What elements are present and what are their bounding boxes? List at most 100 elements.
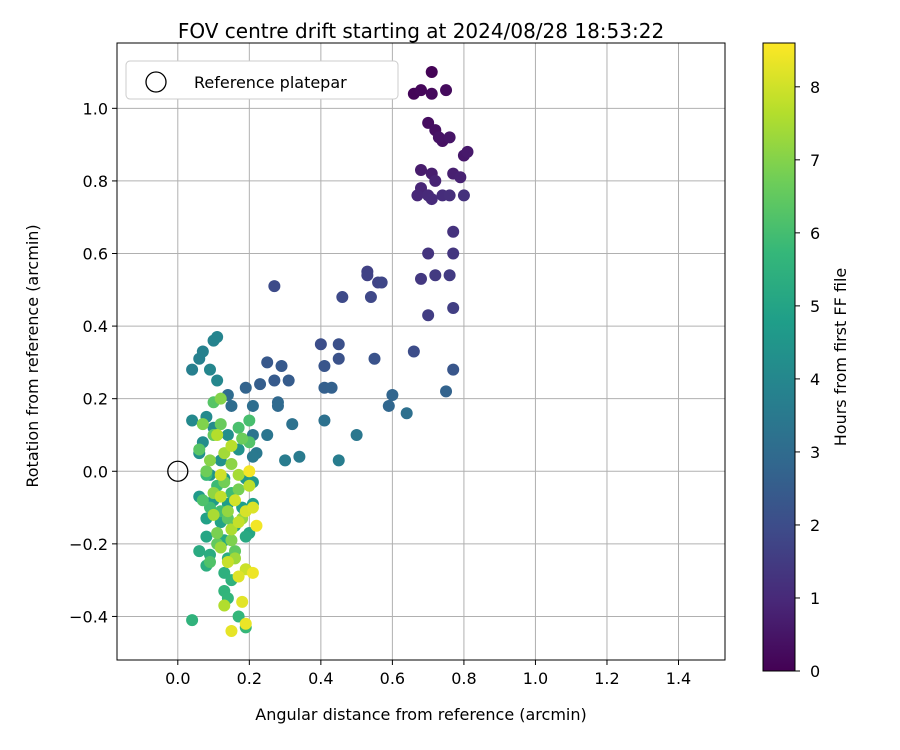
data-point [411,189,424,202]
data-point [268,374,281,387]
data-point [203,556,216,569]
colorbar-tick-label: 8 [810,78,820,97]
data-point [454,171,467,184]
data-point [232,570,245,583]
x-tick-label: 0.8 [451,669,476,688]
y-tick-label: 0.0 [83,462,108,481]
data-point [200,530,213,543]
data-point [214,418,227,431]
y-tick-label: 1.0 [83,99,108,118]
data-point [332,352,345,365]
data-point [214,490,227,503]
data-point [221,505,234,518]
data-point [443,131,456,144]
data-point [221,556,234,569]
data-point [225,458,238,471]
data-point [318,360,331,373]
data-point [429,174,442,187]
data-point [447,225,460,238]
data-point [422,247,435,260]
x-tick-label: 0.2 [237,669,262,688]
x-tick-label: 0.6 [380,669,405,688]
data-point [214,392,227,405]
data-point [415,84,427,97]
data-point [336,291,349,304]
data-point [193,443,206,456]
data-point [246,566,259,579]
data-point [425,87,438,100]
data-point [254,378,267,391]
data-point [225,439,238,452]
data-point [239,530,252,543]
data-point [211,428,224,441]
data-point [207,508,220,521]
data-point [200,465,213,478]
data-point [375,276,388,289]
data-point [186,614,199,627]
x-axis-label: Angular distance from reference (arcmin) [255,705,586,724]
chart-title: FOV centre drift starting at 2024/08/28 … [178,19,664,43]
plot-frame [116,42,726,661]
data-point [293,450,306,463]
data-point [232,483,245,496]
data-point [400,407,413,420]
data-point [232,516,245,529]
data-point [325,381,338,394]
data-point [271,399,284,412]
data-point [425,66,438,79]
data-point [243,414,256,427]
data-point [422,309,435,322]
data-point [332,454,345,467]
data-point [350,428,363,441]
data-point [425,193,438,206]
data-point [261,428,274,441]
y-tick-label: −0.4 [69,607,108,626]
y-tick-label: 0.4 [83,317,108,336]
reference-marker-group [167,460,189,482]
data-point [368,352,381,365]
data-point [203,363,216,376]
data-point [246,450,259,463]
data-point [211,374,224,387]
data-point [364,291,377,304]
data-point [214,541,227,554]
data-point [239,617,252,630]
y-tick-label: 0.2 [83,390,108,409]
data-point [386,389,399,402]
colorbar-ticks: 0 1 2 3 4 5 6 7 8 [795,78,820,681]
x-tick-label: 0.0 [165,669,190,688]
data-point [229,494,242,507]
colorbar: 0 1 2 3 4 5 6 7 8 Hours from first FF file [762,42,850,681]
data-point [415,164,427,177]
y-tick-label: 0.6 [83,245,108,264]
data-point [282,374,295,387]
y-tick-label: −0.2 [69,535,108,554]
colorbar-tick-label: 3 [810,443,820,462]
legend-entry-label: Reference platepar [194,73,347,92]
data-point [407,345,420,358]
data-point [193,545,206,558]
reference-platepar-marker [167,460,189,482]
data-point [432,131,445,144]
data-point [236,595,249,608]
data-point [236,432,249,445]
data-point [232,421,245,434]
data-point [243,479,256,492]
data-point [211,526,224,539]
legend-open-circle-marker [145,71,167,93]
x-tick-label: 1.0 [523,669,548,688]
y-axis-label: Rotation from reference (arcmin) [23,224,42,487]
data-point [250,519,263,532]
data-point [443,189,456,202]
data-point [225,624,238,637]
colorbar-label: Hours from first FF file [831,268,850,447]
colorbar-tick-label: 5 [810,297,820,316]
data-point [221,428,234,441]
data-point [196,345,209,358]
data-point [447,247,460,260]
data-point [243,465,256,478]
data-point [286,418,299,431]
data-point [275,360,288,373]
x-tick-label: 0.4 [308,669,333,688]
